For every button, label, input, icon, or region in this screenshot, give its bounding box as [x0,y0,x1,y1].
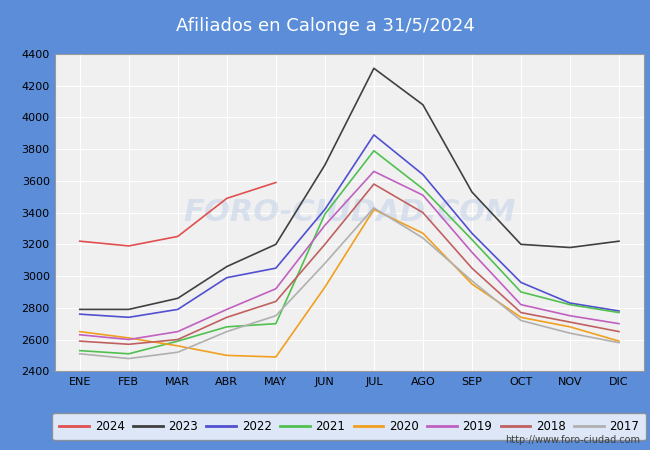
Text: Afiliados en Calonge a 31/5/2024: Afiliados en Calonge a 31/5/2024 [176,17,474,35]
Text: FORO-CIUDAD.COM: FORO-CIUDAD.COM [183,198,515,227]
Legend: 2024, 2023, 2022, 2021, 2020, 2019, 2018, 2017: 2024, 2023, 2022, 2021, 2020, 2019, 2018… [53,413,646,440]
Text: http://www.foro-ciudad.com: http://www.foro-ciudad.com [505,435,640,445]
